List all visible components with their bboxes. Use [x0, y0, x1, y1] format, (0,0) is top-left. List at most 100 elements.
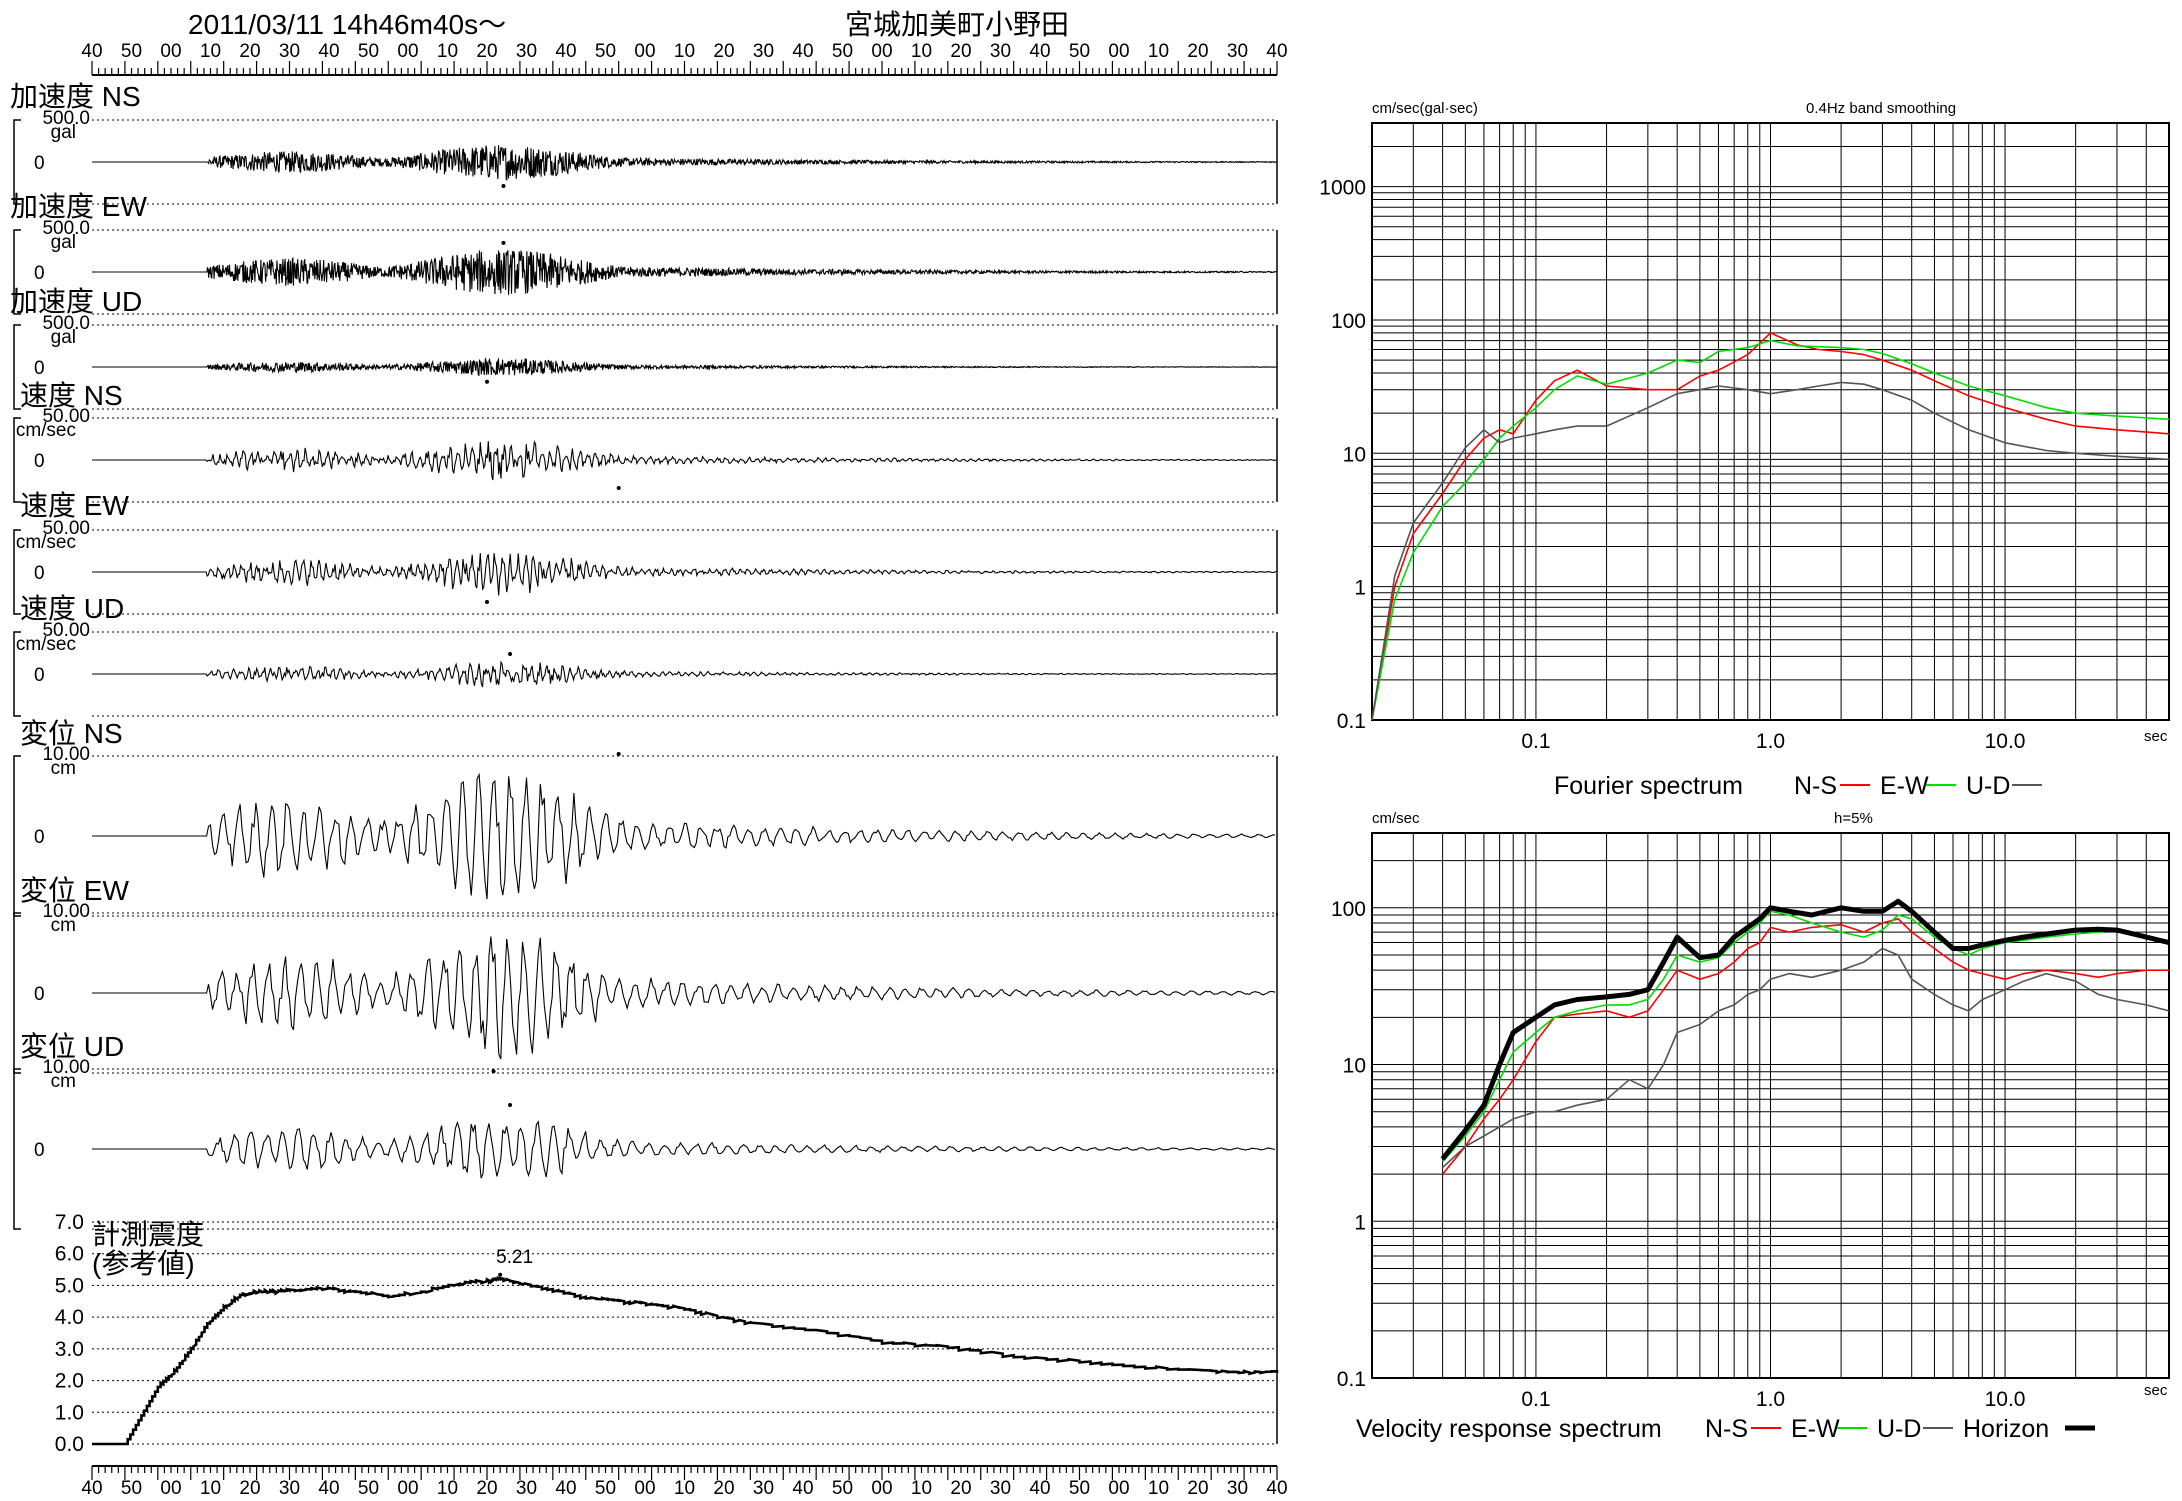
legend-label-horizon: Horizon — [1963, 1415, 2049, 1443]
time-tick-label: 10 — [1148, 41, 1169, 62]
x-tick-label: 0.1 — [1521, 1388, 1550, 1411]
scale-value: 10.00 — [42, 1057, 90, 1078]
intensity-label-line2: (参考値) — [92, 1248, 195, 1279]
time-tick-label: 20 — [1187, 1478, 1208, 1499]
time-tick-label: 30 — [279, 41, 300, 62]
waveform-trace — [92, 1120, 1276, 1179]
intensity-tick-label: 0.0 — [55, 1433, 84, 1456]
time-tick-label: 00 — [160, 41, 181, 62]
series-line-n-s — [1371, 332, 2170, 721]
intensity-line — [92, 1275, 1279, 1446]
peak-marker — [501, 240, 506, 245]
scale-bracket — [13, 631, 21, 717]
time-tick-label: 10 — [911, 41, 932, 62]
time-tick-label: 10 — [674, 41, 695, 62]
intensity-tick-label: 1.0 — [55, 1401, 84, 1424]
waveform-trace — [92, 357, 1277, 377]
waveform-trace — [92, 772, 1276, 900]
response-x-unit: sec — [2144, 1382, 2168, 1399]
time-tick-label: 30 — [1227, 1478, 1248, 1499]
time-tick-label: 40 — [792, 1478, 813, 1499]
time-tick-label: 40 — [81, 1478, 102, 1499]
peak-marker — [508, 1103, 513, 1107]
scale-unit: gal — [51, 232, 76, 253]
time-tick-label: 20 — [1187, 41, 1208, 62]
time-tick-label: 30 — [279, 1478, 300, 1499]
legend-label-n-s: N-S — [1705, 1415, 1748, 1443]
panel-title: 変位 NS — [20, 718, 123, 749]
intensity-panel: 計測震度 (参考値) 5.21 0.0 1.0 2.0 3.0 4.0 5.0 6.0 7.0 — [55, 1211, 1279, 1456]
scale-bracket — [13, 229, 21, 315]
time-tick-label: 20 — [713, 41, 734, 62]
panel-title: 加速度 UD — [10, 286, 142, 317]
panel-title: 変位 EW — [20, 875, 129, 906]
zero-label: 0 — [34, 153, 45, 174]
time-tick-label: 10 — [437, 41, 458, 62]
time-tick-label: 30 — [990, 1478, 1011, 1499]
scale-unit: cm — [51, 915, 76, 936]
scale-bracket — [13, 417, 21, 503]
scale-unit: cm/sec — [16, 420, 76, 441]
time-tick-label: 10 — [200, 1478, 221, 1499]
time-tick-label: 00 — [160, 1478, 181, 1499]
peak-marker — [501, 183, 506, 188]
waveform-trace — [92, 936, 1276, 1060]
time-tick-label: 20 — [476, 1478, 497, 1499]
response-y-unit: cm/sec — [1372, 810, 1420, 827]
scale-value: 50.00 — [42, 620, 90, 641]
scale-bracket — [13, 755, 21, 917]
time-tick-label: 50 — [358, 41, 379, 62]
y-tick-label: 100 — [1331, 310, 1366, 333]
plot-frame — [1371, 832, 2170, 1379]
time-tick-label: 00 — [397, 41, 418, 62]
x-tick-label: 10.0 — [1985, 1388, 2026, 1411]
scale-bracket — [13, 912, 21, 1074]
time-tick-label: 30 — [753, 41, 774, 62]
scale-unit: cm — [51, 1071, 76, 1092]
zero-label: 0 — [34, 358, 45, 379]
time-tick-label: 50 — [121, 1478, 142, 1499]
zero-label: 0 — [34, 1140, 45, 1161]
peak-marker — [485, 379, 489, 384]
bottom-time-axis: 40 50 00 10 20 30 40 50 00 10 20 30 40 50 00 10 20 30 40 50… — [81, 1465, 1288, 1499]
peak-marker — [616, 485, 621, 490]
time-tick-label: 30 — [516, 1478, 537, 1499]
time-tick-label: 40 — [792, 41, 813, 62]
time-tick-label: 50 — [832, 41, 853, 62]
y-tick-label: 10 — [1343, 1055, 1366, 1078]
legend-label-u-d: U-D — [1877, 1415, 1921, 1443]
waveform-trace — [92, 553, 1277, 596]
time-tick-label: 50 — [1069, 1478, 1090, 1499]
time-tick-label: 00 — [397, 1478, 418, 1499]
zero-label: 0 — [34, 984, 45, 1005]
legend-label-e-w: E-W — [1880, 772, 1929, 800]
time-tick-label: 40 — [1029, 1478, 1050, 1499]
legend-label-u-d: U-D — [1966, 772, 2010, 800]
time-tick-label: 50 — [595, 41, 616, 62]
scale-bracket — [13, 324, 21, 410]
scale-value: 500.0 — [42, 313, 90, 334]
time-tick-label: 40 — [1266, 1478, 1287, 1499]
time-tick-label: 00 — [1108, 41, 1129, 62]
intensity-peak-marker — [498, 1272, 503, 1277]
time-tick-label: 10 — [1148, 1478, 1169, 1499]
response-damping-note: h=5% — [1834, 810, 1873, 827]
intensity-peak-label: 5.21 — [496, 1247, 533, 1268]
fourier-y-unit: cm/sec(gal·sec) — [1372, 100, 1478, 117]
scale-value: 500.0 — [42, 218, 90, 239]
intensity-tick-label: 4.0 — [55, 1306, 84, 1329]
zero-label: 0 — [34, 665, 45, 686]
y-tick-label: 10 — [1343, 443, 1366, 466]
time-tick-label: 50 — [595, 1478, 616, 1499]
series-line-u-d — [1371, 381, 2170, 721]
panel-title: 速度 UD — [20, 593, 124, 624]
time-tick-label: 00 — [634, 41, 655, 62]
fourier-title: Fourier spectrum — [1554, 772, 1743, 800]
y-tick-label: 1000 — [1319, 177, 1366, 200]
